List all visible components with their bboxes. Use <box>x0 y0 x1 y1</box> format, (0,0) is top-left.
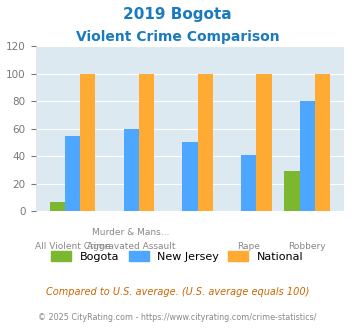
Text: © 2025 CityRating.com - https://www.cityrating.com/crime-statistics/: © 2025 CityRating.com - https://www.city… <box>38 314 317 322</box>
Text: Violent Crime Comparison: Violent Crime Comparison <box>76 30 279 44</box>
Bar <box>50 202 65 211</box>
Text: Aggravated Assault: Aggravated Assault <box>87 242 175 251</box>
Bar <box>182 143 198 211</box>
Text: Robbery: Robbery <box>289 242 326 251</box>
Bar <box>198 74 213 211</box>
Bar <box>65 136 80 211</box>
Bar <box>284 171 300 211</box>
Bar <box>300 101 315 211</box>
Bar <box>315 74 330 211</box>
Bar <box>80 74 95 211</box>
Legend: Bogota, New Jersey, National: Bogota, New Jersey, National <box>47 247 308 266</box>
Bar <box>256 74 272 211</box>
Text: 2019 Bogota: 2019 Bogota <box>123 7 232 21</box>
Text: Compared to U.S. average. (U.S. average equals 100): Compared to U.S. average. (U.S. average … <box>46 287 309 297</box>
Bar <box>139 74 154 211</box>
Text: All Violent Crime: All Violent Crime <box>34 242 110 251</box>
Bar <box>241 155 256 211</box>
Text: Rape: Rape <box>237 242 260 251</box>
Text: Murder & Mans...: Murder & Mans... <box>93 228 170 237</box>
Bar <box>124 129 139 211</box>
